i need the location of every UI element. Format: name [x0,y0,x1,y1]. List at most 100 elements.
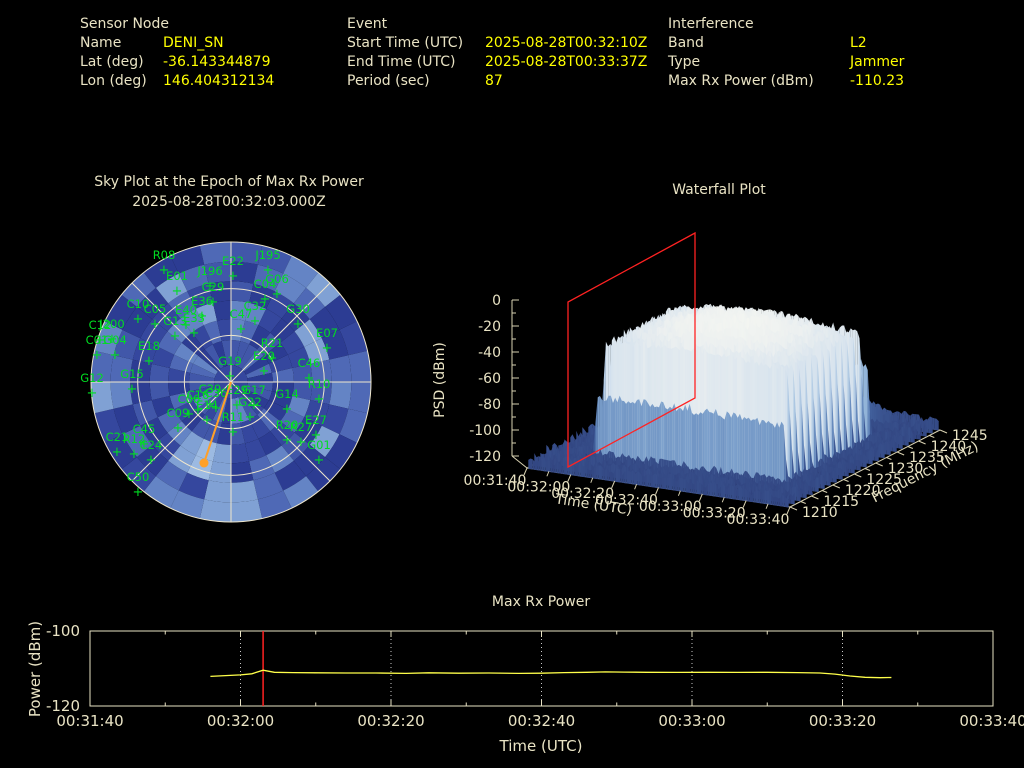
interference-bearing-dot [199,458,209,468]
sensor-lon-label: Lon (deg) [80,73,147,89]
satellite-label: C06 [178,392,201,406]
satellite-label: G19 [218,354,242,368]
svg-text:-100: -100 [469,423,501,439]
satellite-marker: + [193,403,204,418]
svg-text:00:32:40: 00:32:40 [508,712,575,730]
power-ylabel: Power (dBm) [26,621,44,717]
power-title: Max Rx Power [492,594,590,610]
satellite-label: R10 [308,377,331,391]
interference-power-label: Max Rx Power (dBm) [668,73,814,89]
satellite-marker: + [267,351,278,366]
satellite-label: C04 [254,277,277,291]
satellite-label: C12 [89,318,112,332]
waterfall-chart: Waterfall Plot 0 -20 -40 -60 -80 -100 -120 00:3… [432,182,988,528]
satellite-label: C47 [230,307,253,321]
svg-text:-120: -120 [469,449,501,465]
satellite-label: E07 [316,326,338,340]
satellite-label: C29 [202,280,225,294]
satellite-marker: + [314,453,325,468]
satellite-marker: + [139,437,150,452]
interference-band-label: Band [668,35,704,51]
event-end-label: End Time (UTC) [347,54,456,70]
satellite-marker: + [225,369,236,384]
max-rx-power-chart: Max Rx Power 00:31:40 00:32:00 00:32:20 00:… [26,594,1024,755]
satellite-marker: + [146,453,157,468]
satellite-marker: + [249,398,260,413]
satellite-label: J196 [196,264,222,278]
satellite-label: E36 [191,294,213,308]
satellite-label: C24 [140,438,163,452]
satellite-marker: + [95,333,106,348]
satellite-label: C01 [86,333,109,347]
svg-text:00:33:20: 00:33:20 [683,506,746,522]
satellite-label: G06 [265,272,289,286]
satellite-marker: + [205,279,216,294]
satellite-label: E27 [305,413,327,427]
satellite-label: G01 [307,438,331,452]
satellite-label: R11 [222,410,245,424]
satellite-marker: + [228,269,239,284]
satellite-marker: + [236,322,247,337]
satellite-marker: + [150,317,161,332]
satellite-label: R12 [123,432,146,446]
satellite-label: R08 [153,248,176,262]
satellite-label: C36 [205,386,228,400]
power-axes: 00:31:40 00:32:00 00:32:20 00:32:40 00:33:00… [46,622,1024,730]
svg-text:00:32:40: 00:32:40 [595,493,658,509]
sensor-node-panel: Sensor Node Name DENI_SN Lat (deg) -36.143… [80,15,274,91]
svg-text:00:31:40: 00:31:40 [56,712,123,730]
satellite-label: E40 [175,303,197,317]
event-start-value: 2025-08-28T00:32:10Z [485,35,648,51]
svg-text:-80: -80 [478,397,501,413]
svg-text:1225: 1225 [866,472,902,488]
satellite-label: G14 [275,387,299,401]
event-panel: Event Start Time (UTC) 2025-08-28T00:32:1… [347,15,647,91]
satellite-marker: + [133,485,144,500]
power-series [210,631,892,706]
satellite-marker: + [92,348,103,363]
svg-text:1215: 1215 [823,494,859,510]
svg-text:00:31:40: 00:31:40 [464,473,527,489]
svg-text:0: 0 [492,293,501,309]
satellite-marker: + [184,407,195,422]
svg-text:00:33:00: 00:33:00 [639,499,702,515]
svg-text:-60: -60 [478,371,501,387]
svg-text:00:33:20: 00:33:20 [809,712,876,730]
satellite-marker: + [144,354,155,369]
satellite-label: E29 [226,383,248,397]
satellite-marker: + [259,364,270,379]
satellite-marker: + [129,447,140,462]
satellite-marker: + [296,435,307,450]
interference-type-label: Type [668,54,701,70]
satellite-marker: + [172,284,183,299]
satellite-marker: + [263,263,274,278]
satellite-marker: + [112,445,123,460]
sensor-name-label: Name [80,35,122,51]
svg-text:00:33:40: 00:33:40 [959,712,1024,730]
satellite-marker: + [110,348,121,363]
max-rx-power-line [210,669,892,679]
svg-text:00:32:00: 00:32:00 [207,712,274,730]
waterfall-axes: 0-20-40-60-80-100-12000:31:4000:32:0000:… [464,293,988,528]
satellite-label: C45 [133,422,156,436]
satellite-label: C21 [106,430,129,444]
svg-text:1245: 1245 [952,428,988,444]
satellite-label: E22 [222,254,244,268]
satellite-label: J200 [98,317,124,331]
satellite-label: E20 [253,349,275,363]
satellite-marker: + [311,428,322,443]
satellite-marker: + [173,421,184,436]
satellite-marker: + [127,382,138,397]
satellite-marker: + [250,314,261,329]
svg-text:00:33:00: 00:33:00 [658,712,725,730]
satellite-marker: + [293,317,304,332]
satellite-label: C50 [127,470,150,484]
svg-text:00:32:20: 00:32:20 [551,486,614,502]
satellite-label: G12 [80,371,104,385]
interference-band-value: L2 [850,35,867,51]
satellite-marker: + [189,326,200,341]
satellite-marker: + [228,425,239,440]
svg-text:1210: 1210 [802,505,838,521]
epoch-slice-frame [567,231,696,469]
svg-text:1230: 1230 [888,461,924,477]
